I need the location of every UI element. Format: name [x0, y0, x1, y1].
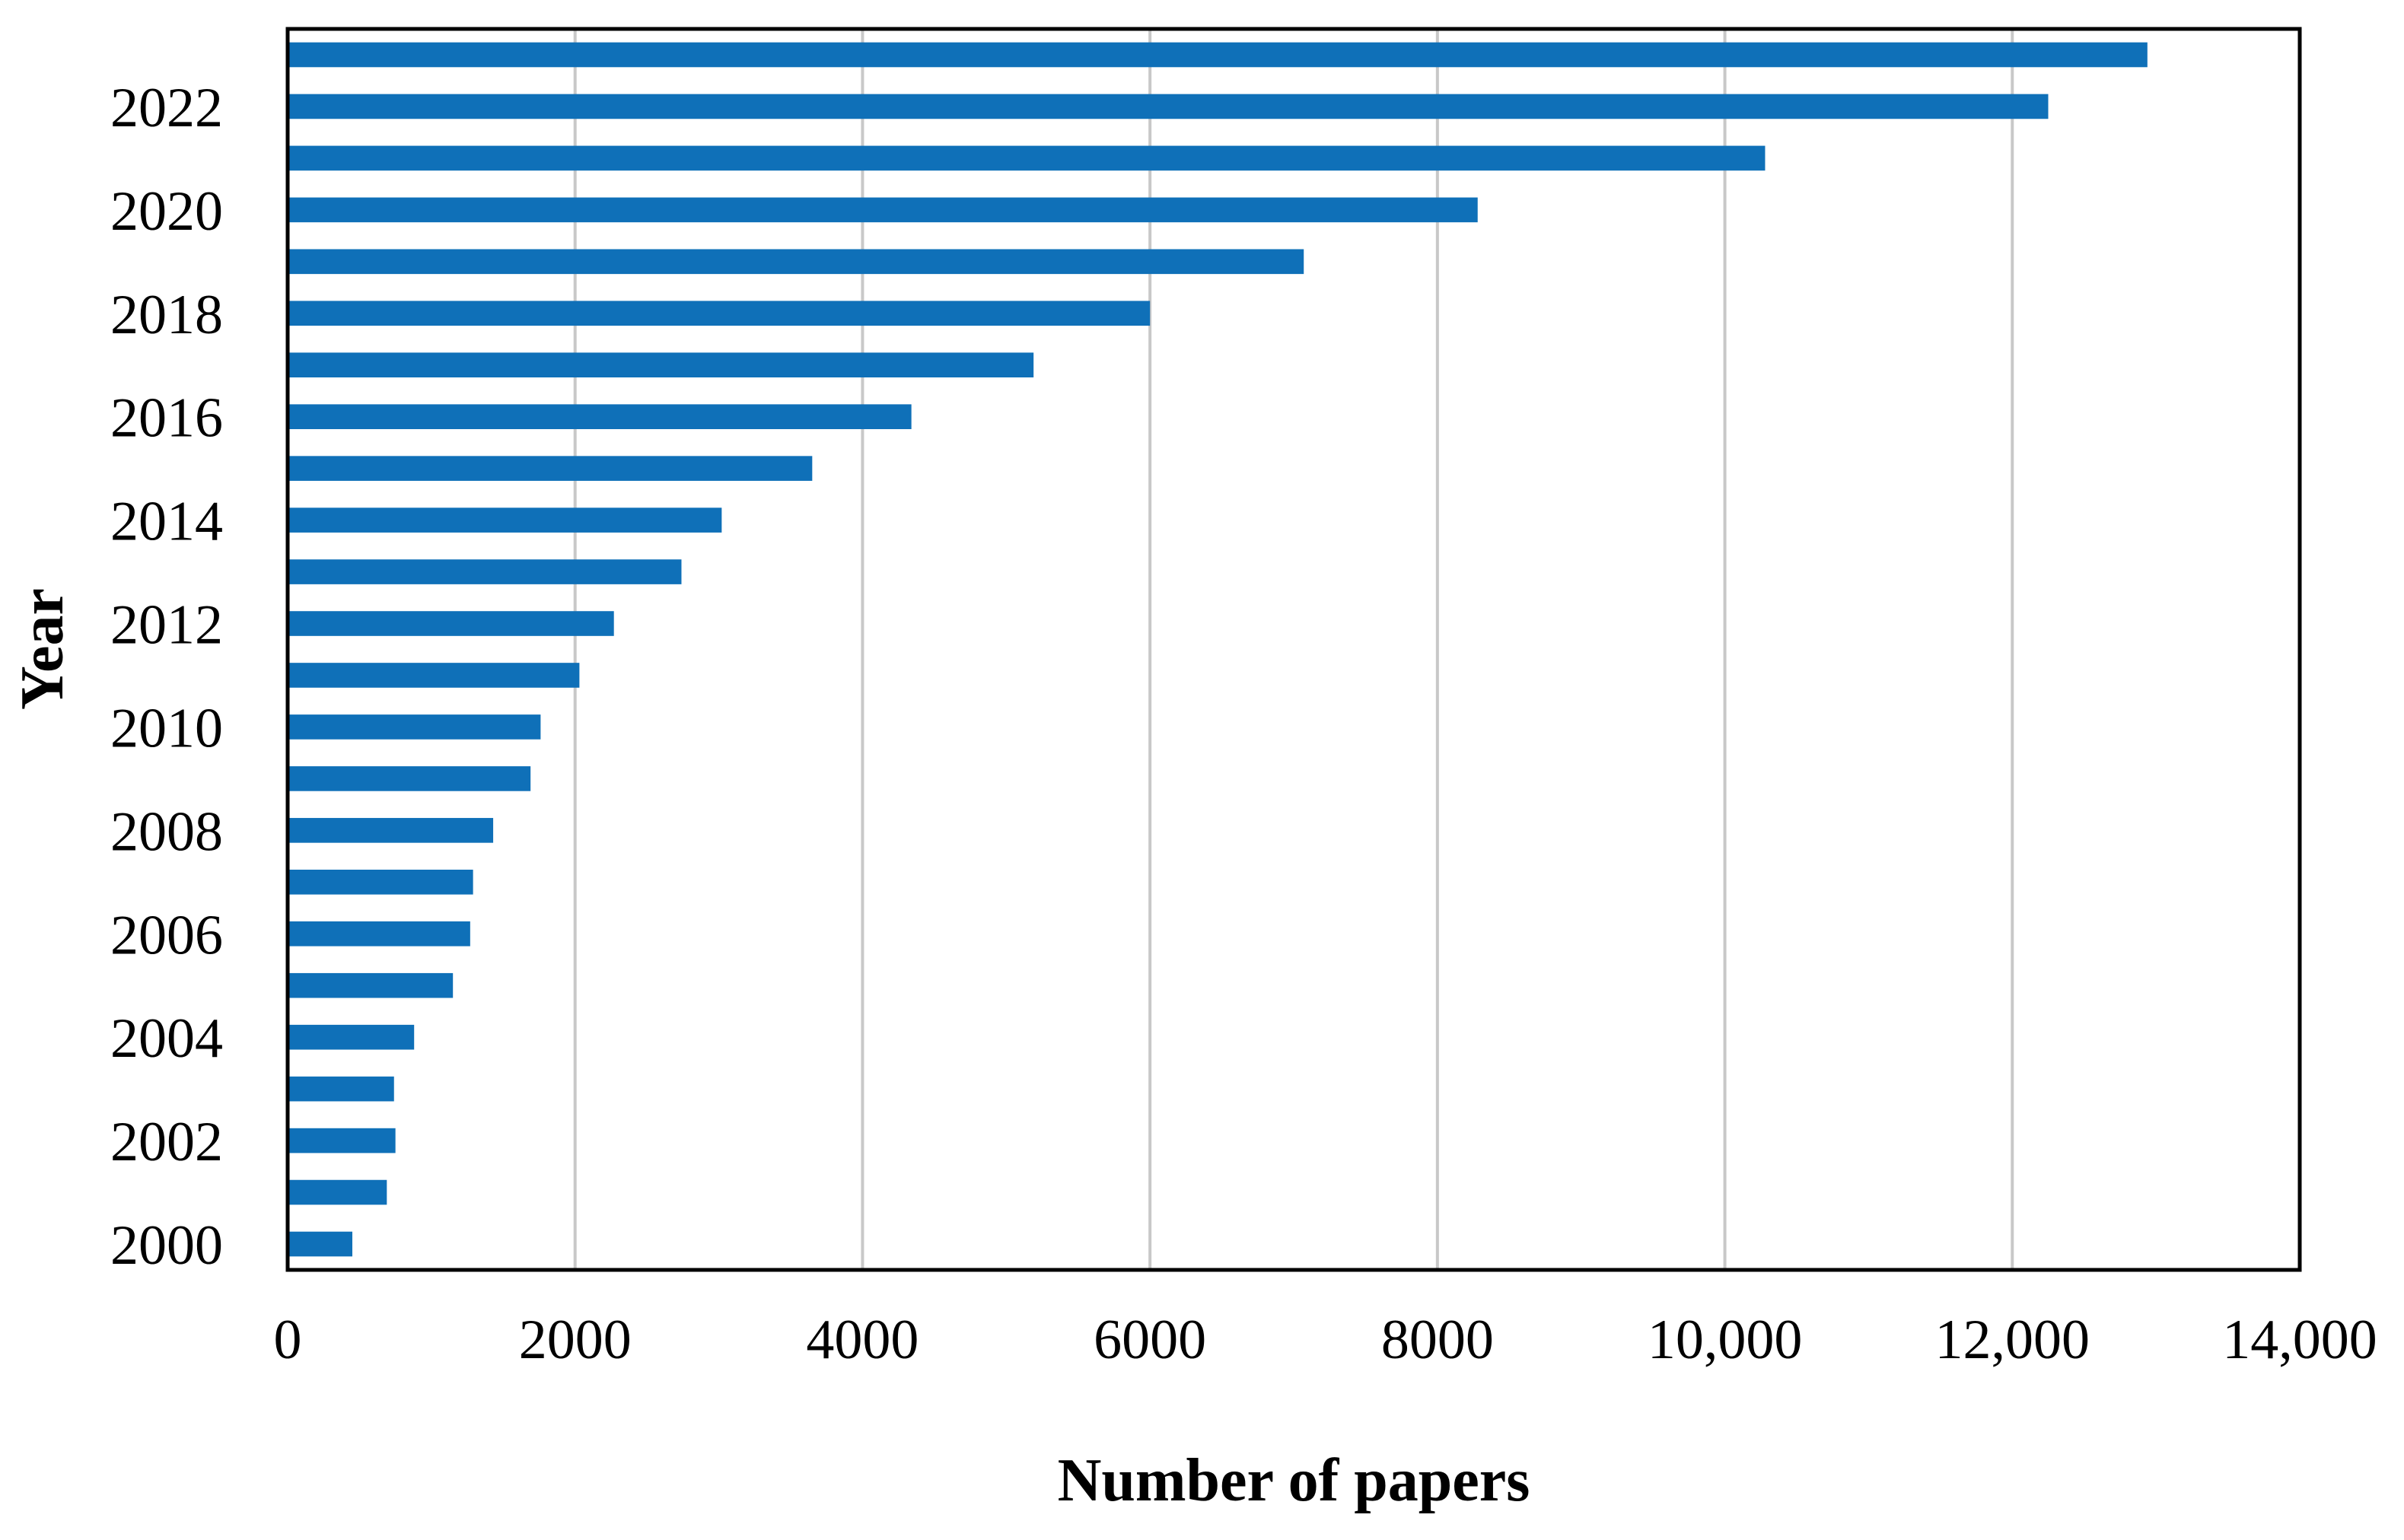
bar-2002 — [288, 1128, 396, 1153]
x-tick-label-10000: 10,000 — [1648, 1309, 1803, 1371]
gridlines — [573, 29, 2014, 1270]
bar-2000 — [288, 1231, 352, 1257]
x-tick-label-2000: 2000 — [519, 1309, 632, 1371]
y-tick-label-2008: 2008 — [110, 800, 223, 863]
y-tick-label-2016: 2016 — [110, 387, 223, 450]
bar-2017 — [288, 352, 1034, 378]
bar-2019 — [288, 249, 1304, 275]
y-tick-label-2004: 2004 — [110, 1007, 223, 1070]
bar-2003 — [288, 1076, 394, 1102]
bar-2004 — [288, 1024, 415, 1050]
x-tick-label-6000: 6000 — [1094, 1309, 1206, 1371]
plot-frame — [285, 27, 2302, 1272]
x-tick-label-4000: 4000 — [806, 1309, 919, 1371]
bar-2021 — [288, 145, 1766, 171]
y-tick-label-2012: 2012 — [110, 594, 223, 657]
bar-2013 — [288, 559, 682, 584]
bar-2008 — [288, 818, 494, 843]
x-tick-label-12000: 12,000 — [1935, 1309, 2090, 1371]
x-tick-label-14000: 14,000 — [2222, 1309, 2377, 1371]
x-tick-labels: 0 2000 4000 6000 8000 10,000 12,000 14,000 — [274, 1309, 2377, 1371]
bar-2023 — [288, 42, 2148, 68]
y-tick-label-2020: 2020 — [110, 180, 223, 243]
x-axis-title: Number of papers — [1058, 1447, 1530, 1514]
y-tick-label-2018: 2018 — [110, 284, 223, 346]
bar-2005 — [288, 972, 454, 998]
bar-2007 — [288, 870, 473, 895]
y-tick-label-2022: 2022 — [110, 77, 223, 139]
y-tick-labels: 2000 2002 2004 2006 2008 2010 2012 2014 2016 2018… — [110, 77, 223, 1277]
y-tick-label-2014: 2014 — [110, 491, 223, 553]
bar-2010 — [288, 714, 541, 740]
bar-2011 — [288, 663, 580, 688]
y-tick-label-2000: 2000 — [110, 1214, 223, 1277]
bar-2022 — [288, 94, 2049, 119]
x-tick-label-0: 0 — [274, 1309, 302, 1371]
bar-2018 — [288, 301, 1151, 326]
bar-2016 — [288, 404, 912, 429]
bar-2006 — [288, 921, 470, 947]
y-tick-label-2010: 2010 — [110, 697, 223, 759]
x-tick-label-8000: 8000 — [1381, 1309, 1494, 1371]
bar-2014 — [288, 508, 722, 533]
bar-2009 — [288, 766, 531, 791]
bar-2020 — [288, 197, 1478, 223]
bar-2012 — [288, 611, 614, 636]
y-tick-label-2002: 2002 — [110, 1111, 223, 1173]
bar-2015 — [288, 456, 813, 481]
y-tick-label-2006: 2006 — [110, 904, 223, 966]
y-axis-title: Year — [9, 588, 76, 710]
bar-2001 — [288, 1179, 387, 1205]
bars — [288, 42, 2148, 1257]
